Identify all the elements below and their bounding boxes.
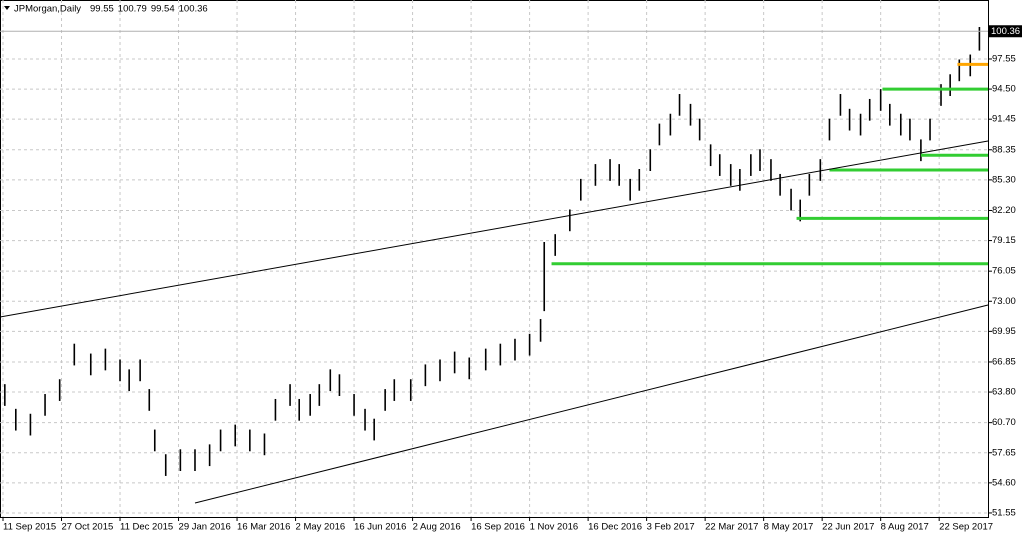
x-tick-label: 3 Feb 2017 [647,522,695,533]
x-tick-label: 27 Oct 2015 [62,522,114,533]
ohlc-value: 99.55 [90,4,114,15]
grid [0,0,988,517]
y-tick-label: 69.95 [992,326,1016,337]
trend-line [194,304,989,504]
trend-line [0,140,989,318]
y-tick-label: 54.60 [992,477,1016,488]
y-tick-label: 66.85 [992,356,1016,367]
x-tick-label: 16 Jun 2016 [354,522,406,533]
marks [0,27,988,476]
x-tick-label: 16 Mar 2016 [237,522,290,533]
x-tick-label: 22 Jun 2017 [822,522,874,533]
y-tick-label: 85.30 [992,174,1016,185]
x-tick-label: 22 Mar 2017 [705,522,758,533]
menu-arrow[interactable] [4,6,10,10]
y-tick-label: 60.70 [992,417,1016,428]
x-tick-label: 8 Aug 2017 [881,522,929,533]
ohlc-value: 100.79 [118,4,147,15]
plot-frame [0,0,989,518]
y-tick-label: 63.80 [992,387,1016,398]
y-tick-label: 73.00 [992,296,1016,307]
price-box [988,25,1022,38]
y-tick-label: 88.35 [992,144,1016,155]
y-tick-label: 57.65 [992,447,1016,458]
y-tick-label: 79.15 [992,235,1016,246]
x-tick-label: 8 May 2017 [764,522,814,533]
y-tick-label: 82.20 [992,205,1016,216]
ohlc-value: 99.54 [151,4,175,15]
x-tick-label: 11 Sep 2015 [3,522,56,533]
x-tick-label: 11 Dec 2015 [120,522,173,533]
x-tick-label: 16 Sep 2016 [471,522,525,533]
y-tick-label: 76.05 [992,266,1016,277]
y-tick-label: 97.55 [992,53,1016,64]
x-tick-label: 2 Aug 2016 [413,522,461,533]
y-tick-label: 51.55 [992,507,1016,518]
x-tick-label: 16 Dec 2016 [588,522,642,533]
ohlc-value: 100.36 [179,4,208,15]
x-tick-label: 22 Sep 2017 [939,522,993,533]
axes: 97.55 94.50 91.45 88.35 85.30 82.20 79.15 76.05… [2,25,1022,533]
price-box-label: 100.36 [991,26,1020,37]
x-tick-label: 29 Jan 2016 [179,522,231,533]
x-tick-label: 2 May 2016 [296,522,346,533]
symbol-label: JPMorgan,Daily [14,4,81,15]
x-tick-label: 1 Nov 2016 [530,522,579,533]
y-tick-label: 91.45 [992,114,1016,125]
y-tick-label: 94.50 [992,84,1016,95]
ohlc-values: 99.55 100.79 99.54 100.36 [90,4,208,15]
